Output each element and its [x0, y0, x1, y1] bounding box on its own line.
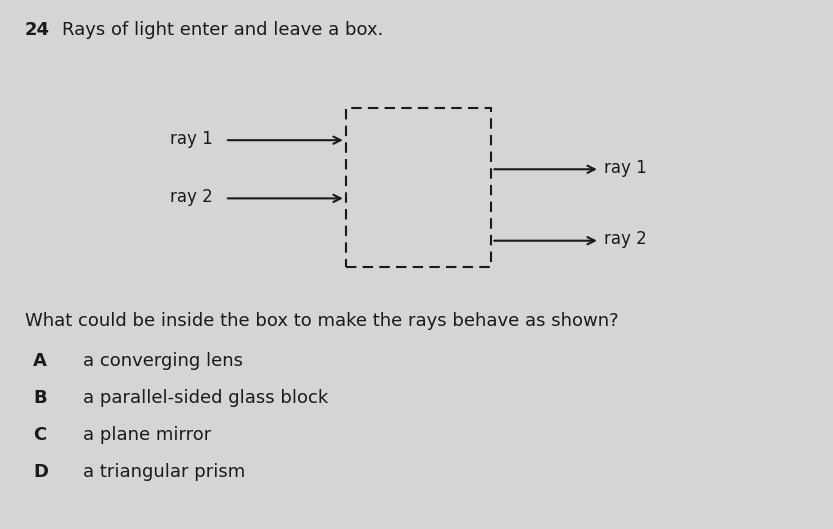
Text: a plane mirror: a plane mirror	[83, 426, 212, 444]
Text: B: B	[33, 389, 47, 407]
Text: ray 1: ray 1	[604, 159, 646, 177]
Text: 24: 24	[25, 21, 50, 39]
Text: D: D	[33, 463, 48, 481]
Bar	[346, 108, 491, 267]
Text: a parallel-sided glass block: a parallel-sided glass block	[83, 389, 328, 407]
Text: C: C	[33, 426, 47, 444]
Text: a converging lens: a converging lens	[83, 352, 243, 370]
Text: What could be inside the box to make the rays behave as shown?: What could be inside the box to make the…	[25, 312, 619, 330]
Text: Rays of light enter and leave a box.: Rays of light enter and leave a box.	[62, 21, 384, 39]
Text: a triangular prism: a triangular prism	[83, 463, 246, 481]
Text: ray 2: ray 2	[604, 230, 646, 248]
Text: A: A	[33, 352, 47, 370]
Text: ray 2: ray 2	[170, 188, 212, 206]
Text: ray 1: ray 1	[170, 130, 212, 148]
